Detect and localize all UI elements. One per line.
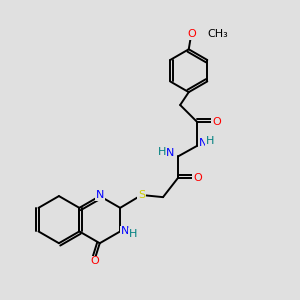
Text: N: N xyxy=(166,148,175,158)
Text: CH₃: CH₃ xyxy=(207,29,228,39)
Text: O: O xyxy=(90,256,99,266)
Text: O: O xyxy=(212,117,221,127)
Text: O: O xyxy=(188,29,196,39)
Text: H: H xyxy=(158,147,166,157)
Text: S: S xyxy=(138,190,145,200)
Text: N: N xyxy=(96,190,104,200)
Text: H: H xyxy=(206,136,214,146)
Text: N: N xyxy=(121,226,130,236)
Text: H: H xyxy=(129,229,137,238)
Text: O: O xyxy=(193,173,202,183)
Text: N: N xyxy=(199,137,207,148)
